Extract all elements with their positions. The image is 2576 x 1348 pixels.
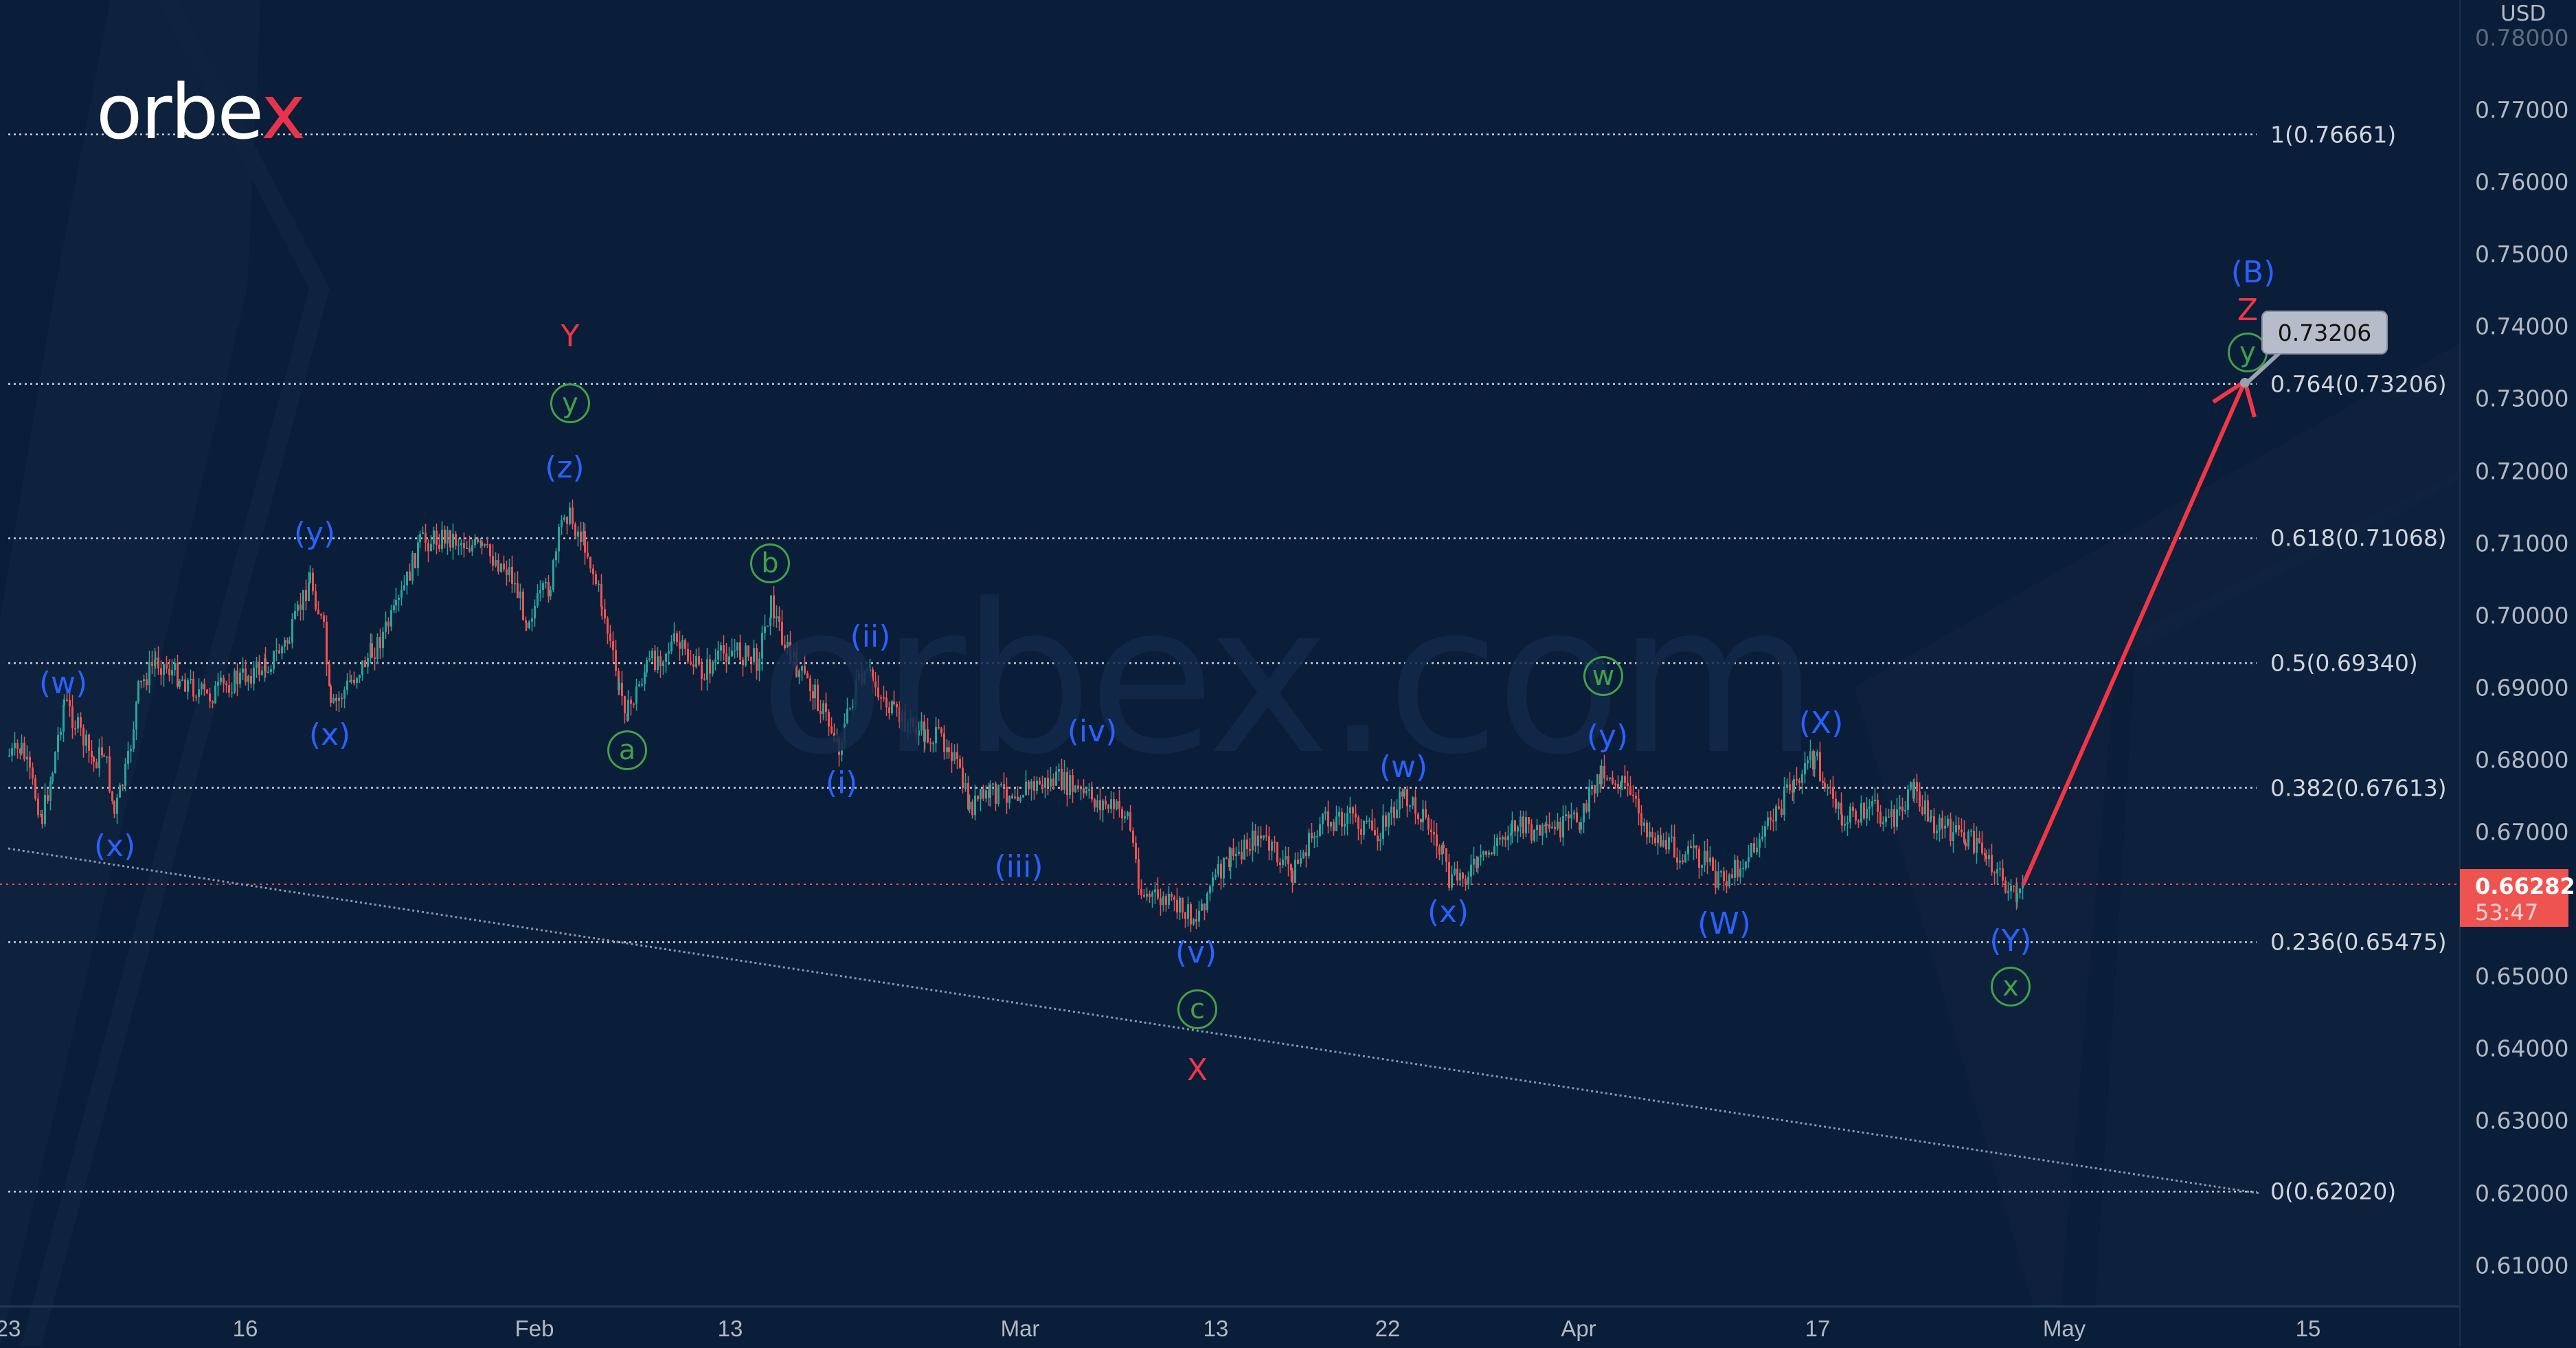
wave-label[interactable]: (i) (825, 765, 858, 800)
price-tick: 0.77000 (2475, 96, 2569, 124)
wave-label[interactable]: (z) (545, 450, 585, 485)
price-tick: 0.69000 (2475, 674, 2569, 701)
price-tick: 0.63000 (2475, 1107, 2569, 1134)
fib-level-label: 0(0.62020) (2270, 1178, 2397, 1205)
fib-level-label: 1(0.76661) (2270, 121, 2397, 148)
target-anchor-dot (2240, 378, 2250, 387)
forecast-arrow[interactable] (2021, 350, 2283, 886)
wave-label[interactable]: Y (561, 319, 580, 354)
fib-level-label: 0.5(0.69340) (2270, 649, 2418, 677)
wave-label[interactable]: (iv) (1067, 714, 1118, 749)
price-tick: 0.72000 (2475, 458, 2569, 484)
fib-level-label: 0.236(0.65475) (2270, 928, 2447, 956)
time-tick: 13 (1203, 1316, 1229, 1341)
time-tick: Mar (1000, 1316, 1040, 1341)
wave-label[interactable]: (iii) (994, 849, 1043, 884)
price-tick: 0.64000 (2475, 1035, 2569, 1062)
wave-label[interactable]: X (1186, 1053, 1208, 1088)
candlestick-series (8, 499, 2024, 932)
wave-label[interactable]: (x) (1427, 895, 1469, 930)
fib-level-label: 0.764(0.73206) (2270, 370, 2447, 398)
logo-accent: x (261, 68, 306, 156)
price-tick: 0.75000 (2475, 240, 2569, 268)
wave-label[interactable]: (w) (1379, 750, 1428, 785)
time-tick: Feb (515, 1316, 554, 1341)
wave-label[interactable]: (v) (1175, 935, 1217, 970)
time-tick: Apr (1561, 1316, 1596, 1341)
watermark: orbex.com (759, 560, 1818, 800)
wave-label[interactable]: (X) (1798, 706, 1844, 741)
price-tick: 0.70000 (2475, 602, 2569, 629)
logo-text: orbe (96, 68, 262, 156)
price-tick: 0.68000 (2475, 746, 2569, 774)
price-tick: 0.71000 (2475, 530, 2569, 557)
wave-label[interactable]: (Y) (1989, 923, 2032, 958)
wave-label[interactable]: (W) (1697, 906, 1751, 941)
wave-label[interactable]: a (607, 730, 647, 770)
wave-label[interactable]: (x) (308, 717, 351, 752)
time-tick: 15 (2295, 1316, 2321, 1341)
wave-label[interactable]: (y) (293, 516, 336, 551)
price-tick: 0.76000 (2475, 168, 2569, 196)
target-price-callout[interactable]: 0.73206 (2261, 311, 2388, 355)
time-tick: 17 (1805, 1316, 1831, 1341)
wave-label[interactable]: (x) (93, 829, 136, 864)
time-tick: 22 (1375, 1316, 1401, 1341)
wave-label[interactable]: y (550, 383, 590, 423)
current-price-value: 0.66282 (2475, 873, 2575, 899)
wave-label[interactable]: w (1583, 656, 1623, 696)
target-callout-stem (2244, 350, 2283, 385)
fib-level-label: 0.618(0.71068) (2270, 524, 2447, 552)
time-tick: May (2042, 1316, 2086, 1341)
price-tick: 0.62000 (2475, 1180, 2569, 1206)
wave-label[interactable]: x (1991, 967, 2031, 1007)
bar-countdown: 53:47 (2475, 899, 2539, 925)
wave-label[interactable]: c (1177, 989, 1217, 1029)
price-tick: 0.73000 (2475, 385, 2569, 412)
price-tick: 0.65000 (2475, 963, 2569, 990)
time-tick: 13 (717, 1316, 743, 1341)
price-tick: 0.74000 (2475, 313, 2569, 340)
price-tick: 0.78000 (2475, 24, 2569, 52)
time-axis[interactable] (0, 1305, 2459, 1348)
currency-label: USD (2500, 1, 2546, 26)
fib-level-label: 0.382(0.67613) (2270, 774, 2447, 802)
wave-label[interactable]: Z (2237, 293, 2259, 328)
wave-label[interactable]: (B) (2230, 255, 2276, 290)
wave-label[interactable]: b (750, 543, 790, 583)
wave-label[interactable]: (w) (38, 666, 88, 701)
fib-retracement-lines[interactable] (8, 133, 2257, 1193)
price-axis[interactable] (2459, 0, 2576, 1346)
background-chevrons (0, 0, 2459, 1346)
wave-label[interactable]: (ii) (850, 619, 891, 654)
current-price-tag: 0.66282 53:47 (2460, 869, 2575, 927)
price-tick: 0.67000 (2475, 818, 2569, 846)
time-tick: 23 (0, 1316, 21, 1341)
time-tick: 16 (232, 1316, 258, 1341)
price-tick: 0.61000 (2475, 1252, 2569, 1279)
wave-label[interactable]: (y) (1586, 719, 1629, 754)
orbex-logo: orbex (96, 74, 306, 150)
